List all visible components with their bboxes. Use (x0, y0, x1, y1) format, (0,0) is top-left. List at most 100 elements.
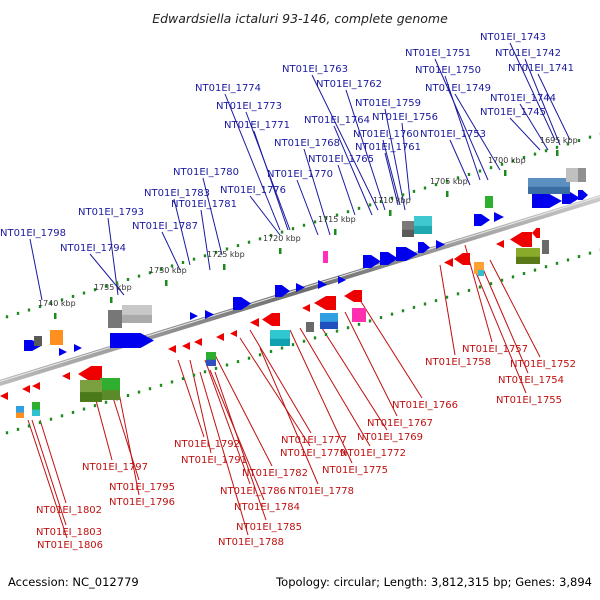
reverse-leader-line (474, 269, 527, 394)
reverse-gene-arrow (216, 333, 224, 341)
feature-block-band (402, 229, 414, 237)
forward-leader-line (173, 198, 191, 266)
reverse-gene-label: NT01EI_1802 (36, 505, 102, 516)
reverse-gene-label: NT01EI_1769 (357, 432, 423, 443)
accession-text: Accession: NC_012779 (8, 575, 139, 589)
kbp-tick-label: 1695 kbp (540, 136, 578, 145)
feature-block (566, 168, 578, 182)
forward-leader-line (29, 238, 43, 301)
reverse-leader-line (239, 337, 311, 447)
forward-gene-arrow (110, 333, 154, 348)
reverse-gene-label: NT01EI_1777 (281, 435, 347, 446)
forward-gene-label: NT01EI_1761 (355, 142, 421, 153)
reverse-leader-line (359, 299, 423, 399)
forward-gene-label: NT01EI_1773 (216, 101, 282, 112)
forward-leader-line (311, 74, 379, 211)
forward-gene-label: NT01EI_1763 (282, 64, 348, 75)
forward-gene-arrow (578, 190, 588, 200)
forward-gene-label: NT01EI_1744 (490, 93, 556, 104)
kbp-tick-mark (446, 191, 449, 197)
reverse-gene-label: NT01EI_1788 (218, 537, 284, 548)
feature-block-band (16, 412, 24, 418)
feature-block-band (80, 392, 102, 402)
forward-gene-arrow (74, 344, 82, 352)
reverse-gene-label: NT01EI_1796 (109, 497, 175, 508)
forward-gene-arrow (363, 255, 381, 268)
forward-leader-line (509, 117, 541, 151)
kbp-tick-mark (110, 297, 113, 303)
forward-gene-arrow (532, 194, 562, 208)
feature-block-band (414, 225, 432, 234)
kbp-tick-label: 1700 kbp (488, 156, 526, 165)
reverse-leader-line (289, 329, 353, 464)
reverse-leader-line (31, 419, 67, 526)
reverse-gene-label: NT01EI_1752 (510, 359, 576, 370)
reverse-leader-line (204, 359, 251, 485)
forward-gene-arrow (338, 276, 346, 284)
kbp-tick-mark (165, 280, 168, 286)
reverse-gene-label: NT01EI_1786 (220, 486, 286, 497)
forward-gene-arrow (24, 340, 42, 351)
kbp-tick-label: 1710 kbp (373, 196, 411, 205)
forward-gene-arrow (380, 252, 398, 265)
leader-lines (27, 42, 571, 539)
reverse-gene-arrow (250, 318, 259, 327)
reverse-leader-line (249, 329, 312, 434)
kbp-tick-mark (504, 170, 507, 176)
reverse-gene-label: NT01EI_1775 (322, 465, 388, 476)
reverse-gene-arrow (302, 304, 310, 312)
reverse-gene-arrow (182, 342, 190, 350)
tick-labels: 1695 kbp 1700 kbp 1705 kbp 1710 kbp 1715 kbp… (38, 136, 578, 319)
reverse-leader-line (479, 261, 529, 374)
reverse-gene-arrow (22, 385, 30, 393)
feature-block (16, 406, 24, 418)
reverse-leader-line (214, 354, 273, 467)
forward-gene-label: NT01EI_1756 (372, 112, 438, 123)
forward-gene-label: NT01EI_1768 (274, 138, 340, 149)
feature-block (352, 308, 366, 322)
forward-gene-label: NT01EI_1783 (144, 188, 210, 199)
reverse-leader-line (299, 327, 371, 447)
forward-leader-line (249, 195, 281, 236)
reverse-gene-label: NT01EI_1754 (498, 375, 564, 386)
forward-leader-line (384, 152, 399, 206)
reverse-gene-label: NT01EI_1758 (425, 357, 491, 368)
feature-block-band (270, 338, 290, 346)
reverse-leader-line (27, 419, 68, 539)
gene-features (0, 168, 588, 418)
reverse-gene-arrow (230, 330, 237, 337)
reverse-gene-arrow (344, 290, 362, 302)
reverse-leader-line (344, 311, 398, 417)
forward-gene-arrow (474, 214, 490, 226)
kbp-tick-label: 1705 kbp (430, 177, 468, 186)
reverse-gene-label: NT01EI_1785 (236, 522, 302, 533)
forward-gene-arrow (396, 247, 418, 261)
reverse-gene-label: NT01EI_1791 (181, 455, 247, 466)
reverse-gene-arrow (314, 296, 336, 310)
reverse-gene-arrow (510, 232, 532, 247)
reverse-gene-arrow (32, 382, 40, 390)
forward-gene-label: NT01EI_1762 (316, 79, 382, 90)
forward-gene-arrow (436, 240, 445, 249)
forward-gene-arrow (296, 283, 305, 292)
forward-gene-arrow (205, 310, 214, 319)
forward-leader-line (519, 103, 549, 151)
reverse-gene-arrow (444, 258, 453, 267)
reverse-gene-label: NT01EI_1792 (174, 439, 240, 450)
reverse-leader-line (319, 324, 388, 431)
genome-summary-text: Topology: circular; Length: 3,812,315 bp… (275, 575, 592, 589)
forward-gene-label: NT01EI_1749 (425, 83, 491, 94)
reverse-gene-label: NT01EI_1782 (242, 468, 308, 479)
forward-leader-line (202, 177, 223, 256)
map-title: Edwardsiella ictaluri 93-146, complete g… (152, 11, 448, 26)
feature-block (108, 310, 122, 328)
kbp-tick-label: 1715 kbp (318, 215, 356, 224)
forward-gene-arrow (494, 212, 504, 222)
kbp-tick-label: 1725 kbp (207, 250, 245, 259)
feature-block (32, 402, 40, 416)
forward-gene-label: NT01EI_1759 (355, 98, 421, 109)
reverse-gene-label: NT01EI_1772 (340, 448, 406, 459)
feature-block-band (100, 390, 120, 400)
feature-block (485, 196, 493, 208)
